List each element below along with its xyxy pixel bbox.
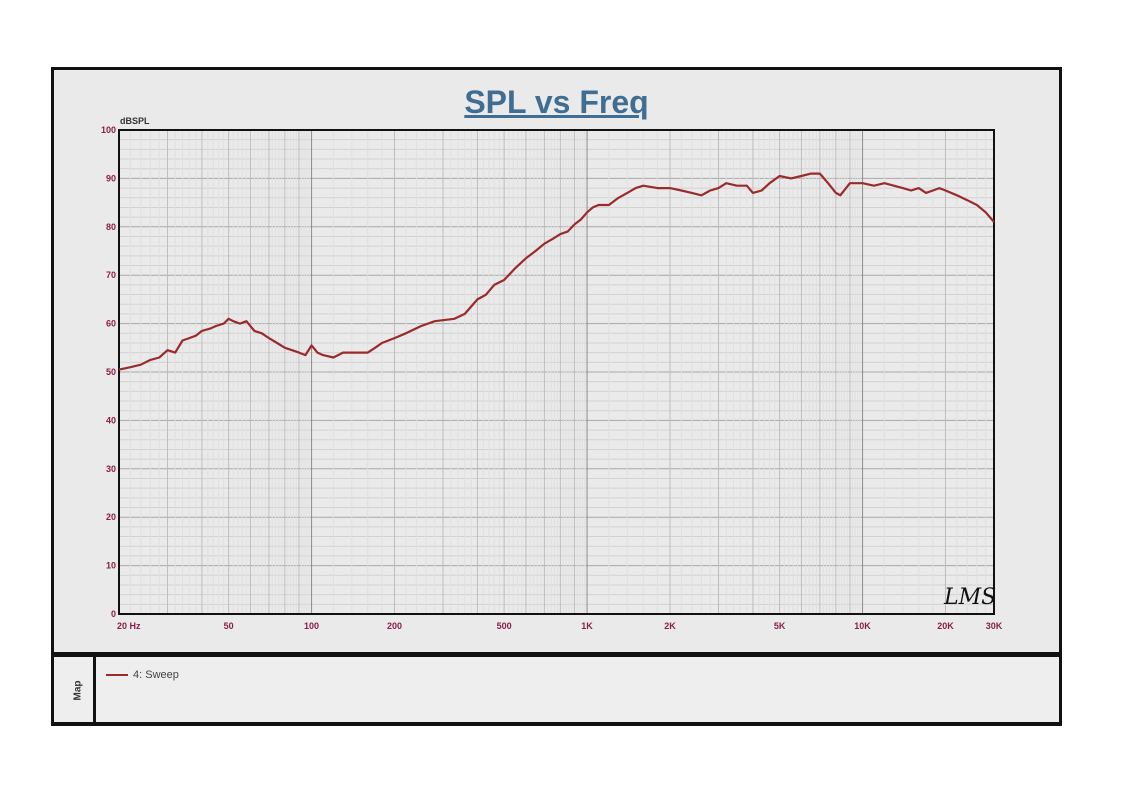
x-tick-label: 50 <box>224 621 234 631</box>
lms-annotation: LMS <box>943 585 996 610</box>
x-tick-label: 20K <box>937 621 954 631</box>
x-tick-label: 10K <box>854 621 871 631</box>
y-tick-label: 90 <box>106 173 116 183</box>
x-tick-label: 5K <box>774 621 786 631</box>
x-tick-label: 500 <box>497 621 512 631</box>
y-tick-label: 60 <box>106 319 116 329</box>
legend-side-tab[interactable]: Map <box>54 657 96 726</box>
chart-frame: SPL vs Freq <box>51 67 1062 655</box>
chart-title: SPL vs Freq <box>464 84 649 120</box>
legend-entry-label: 4: Sweep <box>133 669 179 681</box>
series-layer <box>118 172 995 371</box>
y-tick-label: 40 <box>106 415 116 425</box>
y-tick-label: 30 <box>106 464 116 474</box>
y-tick-label: 80 <box>106 222 116 232</box>
x-tick-label: 30K <box>986 621 1003 631</box>
y-tick-label: 50 <box>106 367 116 377</box>
y-tick-label: 0 <box>111 609 116 619</box>
y-tick-label: 20 <box>106 512 116 522</box>
x-tick-label: 2K <box>664 621 676 631</box>
axis-layer: 0 10 20 30 40 50 60 70 80 90 100 20 Hz 50 100 200 500 1K… <box>101 125 1003 631</box>
x-tick-label: 100 <box>304 621 319 631</box>
legend-panel: Map 4: Sweep <box>51 654 1062 726</box>
series-line-sweep <box>118 172 995 371</box>
legend-swatch-icon <box>106 674 128 676</box>
y-tick-label: 100 <box>101 125 116 135</box>
x-tick-label: 20 Hz <box>117 621 141 631</box>
legend-entry-sweep[interactable]: 4: Sweep <box>106 669 179 681</box>
y-tick-label: 70 <box>106 270 116 280</box>
legend-bottom-border <box>51 722 1062 726</box>
plot-area-border <box>118 129 995 615</box>
grid-layer <box>118 129 995 615</box>
legend-side-label: Map <box>72 680 84 701</box>
y-axis-label: dBSPL <box>120 116 150 126</box>
y-tick-label: 10 <box>106 561 116 571</box>
x-tick-label: 200 <box>387 621 402 631</box>
x-tick-label: 1K <box>581 621 593 631</box>
